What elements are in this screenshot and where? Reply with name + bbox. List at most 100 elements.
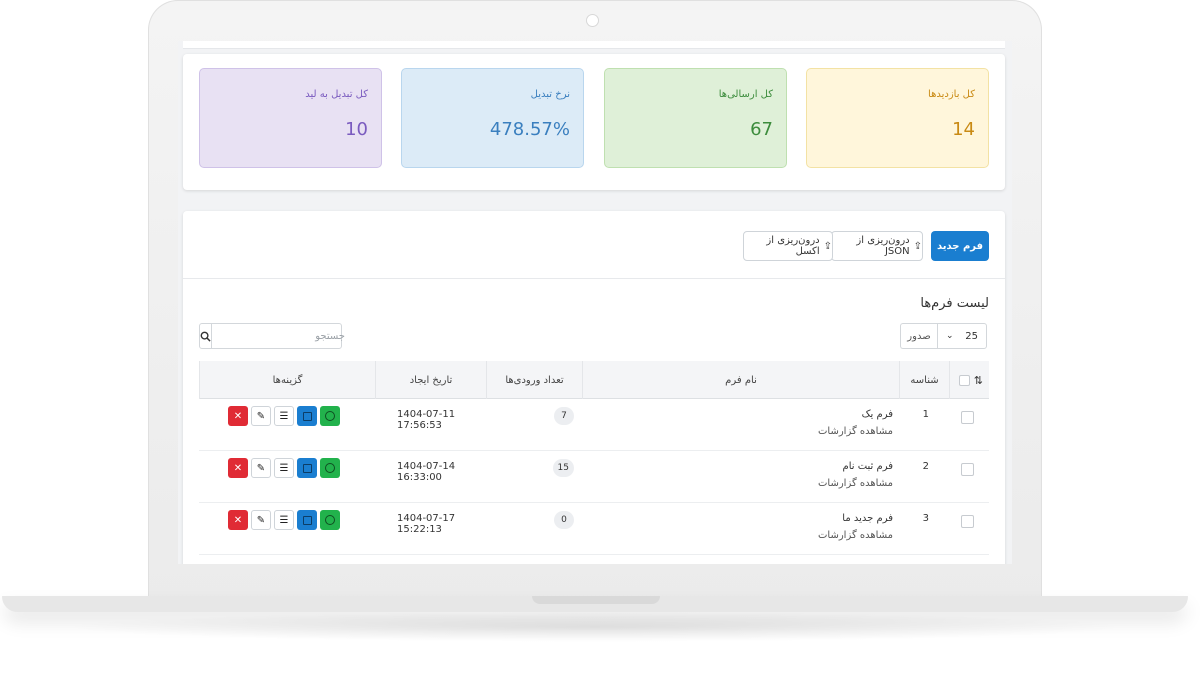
stat-label: کل بازدیدها [928,89,975,100]
search-button[interactable] [200,324,212,348]
row-actions-cell: ✕ ✎ ☰ [199,503,375,555]
row-actions: ✕ ✎ ☰ [228,458,340,478]
row-id: 2 [922,461,929,472]
top-strip [183,41,1005,49]
stat-value: 10 [345,119,368,140]
table-header: ⇅ شناسه نام فرم تعداد ورودی‌ها تاریخ ایج… [199,361,989,399]
entries-button[interactable]: ☰ [274,458,294,478]
row-checkbox[interactable] [961,515,974,528]
header-count[interactable]: تعداد ورودی‌ها [486,361,582,399]
header-date[interactable]: تاریخ ایجاد [375,361,486,399]
edit-button[interactable]: ✎ [251,406,271,426]
laptop-notch [532,596,660,604]
view-reports-link[interactable]: مشاهده گزارشات [818,530,893,541]
row-checkbox[interactable] [961,463,974,476]
stats-card: کل بازدیدها 14 کل ارسالی‌ها 67 نرخ تبدیل… [183,54,1005,190]
row-id: 1 [922,409,929,420]
stat-lead-conversions: کل تبدیل به لید 10 [199,68,382,168]
row-select-cell [949,451,989,503]
list-icon: ☰ [279,410,289,422]
row-actions: ✕ ✎ ☰ [228,510,340,530]
edit-button[interactable]: ✎ [251,458,271,478]
header-select: ⇅ [949,361,989,399]
row-name-cell: فرم یک مشاهده گزارشات [582,399,899,451]
edit-icon: ✎ [256,514,266,526]
entries-button[interactable]: ☰ [274,510,294,530]
stats-button[interactable] [320,458,340,478]
delete-button[interactable]: ✕ [228,406,248,426]
view-reports-link[interactable]: مشاهده گزارشات [818,426,893,437]
row-actions: ✕ ✎ ☰ [228,406,340,426]
chevron-down-icon: ⌄ [946,331,954,341]
list-icon: ☰ [279,462,289,474]
stats-button[interactable] [320,406,340,426]
stat-label: کل ارسالی‌ها [718,89,773,100]
import-excel-label: درون‌ریزی از اکسل [766,235,820,257]
form-name-link[interactable]: فرم ثبت نام [842,461,894,472]
import-excel-button[interactable]: ⇪ درون‌ریزی از اکسل [743,231,833,261]
view-reports-link[interactable]: مشاهده گزارشات [818,478,893,489]
laptop-base [2,596,1188,612]
view-icon [302,515,312,525]
stat-total-submissions: کل ارسالی‌ها 67 [604,68,787,168]
upload-icon: ⇪ [823,240,832,252]
stats-icon [325,463,335,473]
view-icon [302,411,312,421]
per-page-label: صدور [900,323,937,349]
view-icon [302,463,312,473]
entry-count-badge: 15 [552,459,574,477]
row-date-cell: 1404-07-17 15:22:13 [375,503,486,555]
edit-icon: ✎ [256,462,266,474]
select-all-checkbox[interactable] [958,374,970,386]
row-name-cell: فرم ثبت نام مشاهده گزارشات [582,451,899,503]
form-name-link[interactable]: فرم یک [861,409,893,420]
stat-value: 478.57% [489,119,570,140]
preview-button[interactable] [297,510,317,530]
row-count-cell: 7 [486,399,582,451]
per-page-control[interactable]: 25 ⌄ صدور [900,323,987,349]
form-name-link[interactable]: فرم جدید ما [842,513,893,524]
delete-button[interactable]: ✕ [228,458,248,478]
entries-button[interactable]: ☰ [274,406,294,426]
edit-button[interactable]: ✎ [251,510,271,530]
header-id[interactable]: شناسه [899,361,949,399]
row-select-cell [949,503,989,555]
created-date: 1404-07-11 17:56:53 [397,409,456,431]
preview-button[interactable] [297,458,317,478]
delete-button[interactable]: ✕ [228,510,248,530]
header-name[interactable]: نام فرم [582,361,899,399]
list-title: لیست فرم‌ها [920,296,989,311]
row-checkbox[interactable] [961,411,974,424]
row-id-cell: 3 [899,503,949,555]
forms-table: ⇅ شناسه نام فرم تعداد ورودی‌ها تاریخ ایج… [199,361,989,555]
stat-label: کل تبدیل به لید [305,89,368,100]
sort-icon[interactable]: ⇅ [973,373,983,387]
import-json-label: درون‌ریزی از JSON [856,235,910,257]
created-date: 1404-07-14 16:33:00 [397,461,456,483]
stats-icon [325,515,335,525]
row-select-cell [949,399,989,451]
per-page-value: 25 [965,330,978,342]
new-form-label: فرم جدید [936,240,984,252]
delete-icon: ✕ [233,514,243,526]
row-actions-cell: ✕ ✎ ☰ [199,451,375,503]
delete-icon: ✕ [233,410,243,422]
header-actions: گزینه‌ها [199,361,375,399]
new-form-button[interactable]: فرم جدید [931,231,989,261]
per-page-select[interactable]: 25 ⌄ [937,323,987,349]
row-name-cell: فرم جدید ما مشاهده گزارشات [582,503,899,555]
row-date-cell: 1404-07-11 17:56:53 [375,399,486,451]
stat-value: 14 [952,119,975,140]
search-input[interactable] [212,324,353,348]
row-id: 3 [922,513,929,524]
forms-card: فرم جدید ⇪ درون‌ریزی از JSON ⇪ درون‌ریزی… [183,211,1005,564]
table-row: 2 فرم ثبت نام مشاهده گزارشات 15 1404-07-… [199,451,989,503]
preview-button[interactable] [297,406,317,426]
row-count-cell: 15 [486,451,582,503]
delete-icon: ✕ [233,462,243,474]
stats-button[interactable] [320,510,340,530]
import-json-button[interactable]: ⇪ درون‌ریزی از JSON [831,231,923,261]
stats-icon [325,411,335,421]
row-id-cell: 1 [899,399,949,451]
stat-value: 67 [750,119,773,140]
